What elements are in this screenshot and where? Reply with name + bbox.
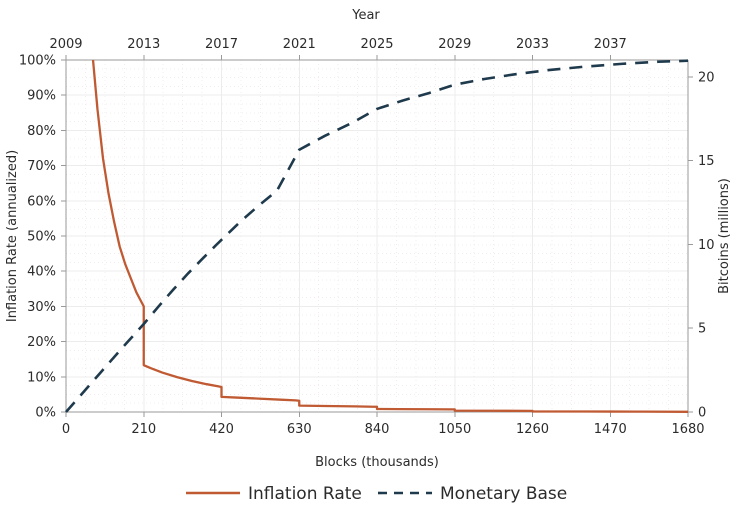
x-tick-label: 1050: [438, 422, 471, 437]
y-tick-label: 100%: [19, 54, 56, 69]
x2-tick-label: 2009: [49, 37, 82, 52]
x2-tick-label: 2033: [516, 37, 549, 52]
x2-tick-label: 2021: [283, 37, 316, 52]
x-axis-title: Blocks (thousands): [315, 455, 439, 470]
series-lines: [65, 59, 689, 413]
x2-tick-label: 2017: [205, 37, 238, 52]
y-tick-label: 40%: [27, 265, 56, 280]
x-tick-label: 0: [62, 422, 70, 437]
y2-tick-label: 5: [698, 322, 706, 337]
y2-axis-ticks: 0 5 10 15 20: [688, 70, 715, 421]
x-tick-label: 210: [131, 422, 156, 437]
legend-label-inflation-rate: Inflation Rate: [248, 484, 362, 504]
series-line-inflation-rate: [91, 59, 689, 413]
y2-tick-label: 15: [698, 154, 715, 169]
x-tick-label: 1260: [516, 422, 549, 437]
x-tick-label: 840: [365, 422, 390, 437]
y-tick-label: 90%: [27, 89, 56, 104]
x-tick-label: 420: [209, 422, 234, 437]
x2-axis-title: Year: [351, 8, 380, 23]
y-tick-label: 10%: [27, 370, 56, 385]
x2-tick-label: 2037: [594, 37, 627, 52]
y-tick-label: 20%: [27, 335, 56, 350]
chart-legend: Inflation Rate Monetary Base: [186, 484, 567, 504]
x-tick-label: 1680: [671, 422, 704, 437]
series-line-monetary-base: [65, 59, 689, 413]
x-tick-label: 1470: [594, 422, 627, 437]
x2-tick-label: 2013: [127, 37, 160, 52]
y2-axis-title: Bitcoins (millions): [717, 178, 732, 294]
y2-tick-label: 20: [698, 70, 715, 85]
x-axis-ticks: 0 210 420 630 840 1050 1260 1470 1680: [62, 412, 705, 437]
y-tick-label: 0%: [35, 406, 56, 421]
x-tick-label: 630: [287, 422, 312, 437]
y-axis-ticks: 0% 10% 20% 30% 40% 50% 60% 70% 80% 90% 100%: [19, 54, 66, 421]
x2-tick-label: 2029: [438, 37, 471, 52]
y-tick-label: 70%: [27, 159, 56, 174]
y-tick-label: 50%: [27, 230, 56, 245]
x2-axis-ticks: 2009 2013 2017 2021 2025 2029 2033 2037: [49, 37, 627, 60]
y2-tick-label: 10: [698, 238, 715, 253]
x2-tick-label: 2025: [360, 37, 393, 52]
y-tick-label: 60%: [27, 194, 56, 209]
y2-tick-label: 0: [698, 406, 706, 421]
y-tick-label: 80%: [27, 124, 56, 139]
y-tick-label: 30%: [27, 300, 56, 315]
legend-label-monetary-base: Monetary Base: [440, 484, 567, 504]
y-axis-title: Inflation Rate (annualized): [5, 150, 20, 322]
